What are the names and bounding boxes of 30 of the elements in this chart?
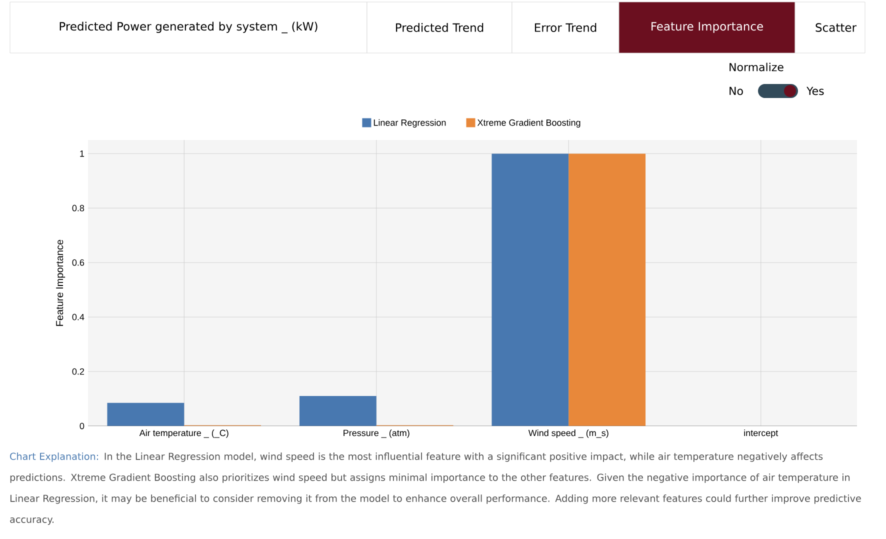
text: Linear Regression, it may be beneficial to consider removing it from the model to enhance overall performance. Adding more relevant features could further improve predictive [10,494,861,504]
text: Predicted Trend [396,23,484,32]
text: Chart Explanation: [10,452,98,462]
legend-label: Xtreme Gradient Boosting [477,119,580,128]
text: Yes [806,86,824,96]
text: Feature Importance [652,22,763,33]
text: Normalize [730,62,784,72]
legend-label: Linear Regression [374,119,446,128]
y-tick-label: 0.4 [72,314,84,320]
bar [299,396,376,426]
text: No [730,86,743,96]
x-tick-label: Pressure _ (atm) [344,430,410,438]
bar [568,154,646,426]
y-tick-label: 0.8 [72,204,84,212]
text: Error Trend [534,23,596,32]
x-tick-label: Wind speed _ (m_s) [528,430,608,438]
x-tick-label: Air temperature _ (_C) [139,430,228,438]
text: Scatter [816,23,856,32]
y-tick-label: 0.2 [72,368,84,375]
y-axis-title: Feature Importance [56,240,66,326]
bar [492,154,569,426]
y-tick-label: 1 [80,150,84,157]
text: accuracy. [10,517,54,525]
x-tick-label: intercept [744,430,778,438]
text: Predicted Power generated by system _ (kW) [60,22,318,34]
y-tick-label: 0.6 [72,259,84,266]
bar [107,402,184,426]
y-tick-label: 0 [80,422,84,430]
text: predictions. Xtreme Gradient Boosting also prioritizes wind speed but assigns minimal importance to the other features. Given the negative importance of air temperature in [10,474,850,483]
text: In the Linear Regression model, wind speed is the most influential feature with a significant positive impact, while air temperature negatively affects [104,452,823,462]
